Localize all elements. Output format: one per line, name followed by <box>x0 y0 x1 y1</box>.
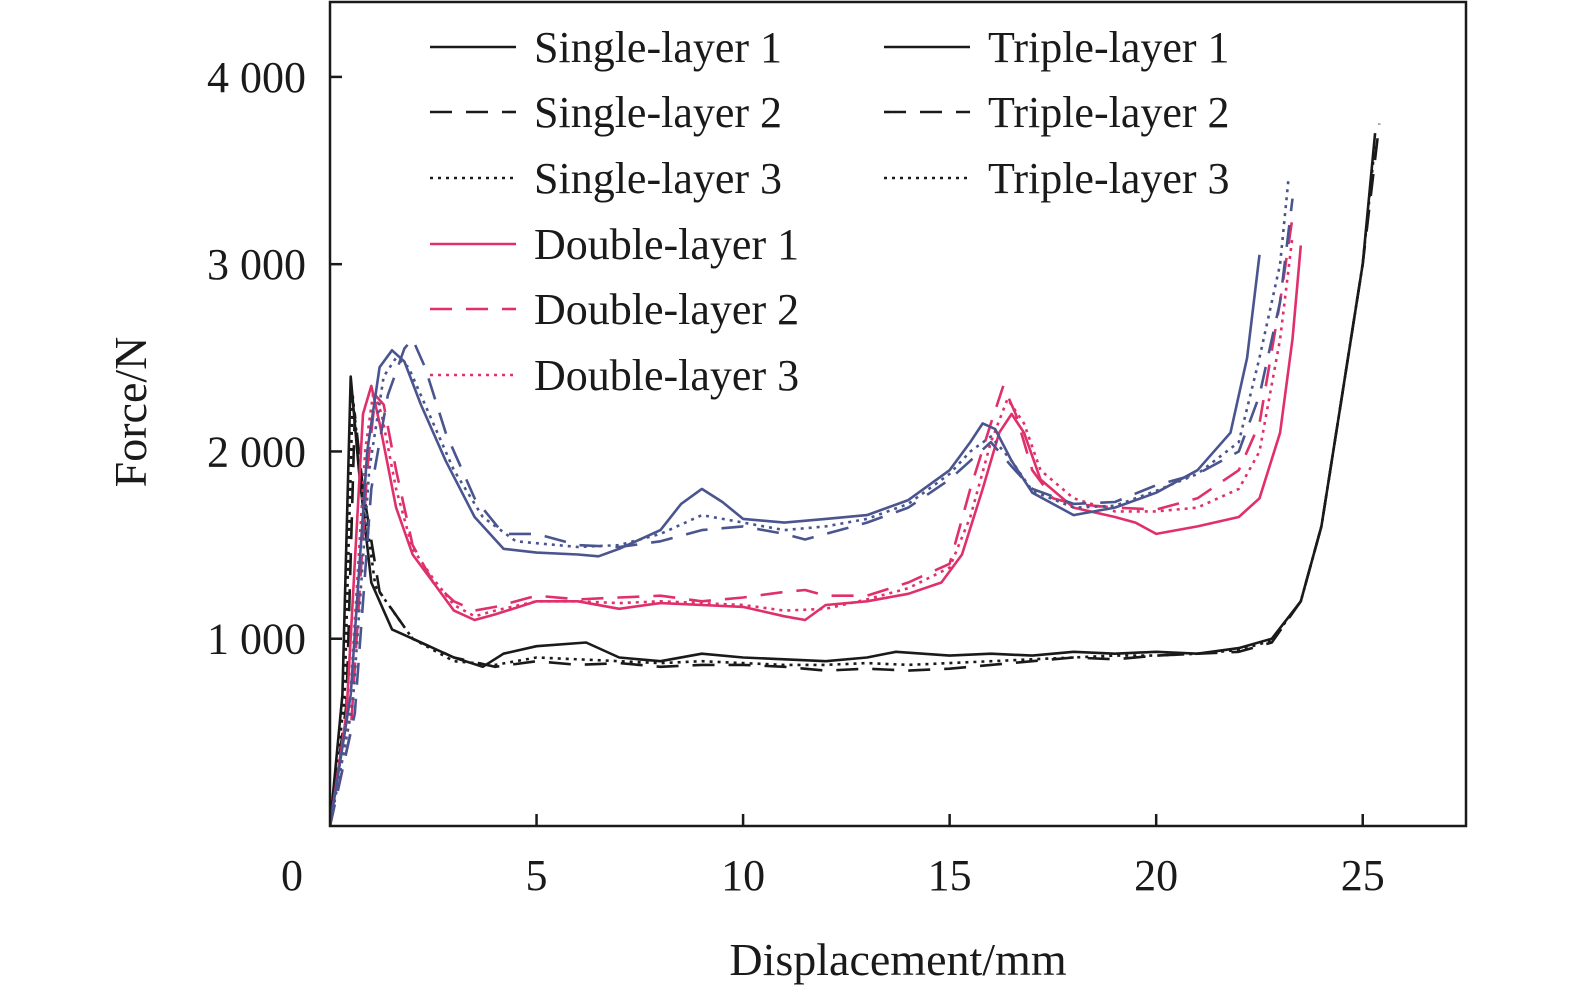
x-tick-label: 5 <box>526 851 548 900</box>
legend-label: Single-layer 3 <box>534 154 782 203</box>
legend: Single-layer 1 Single-layer 2 Single-layer… <box>430 23 1230 400</box>
series-line-double-layer-3 <box>330 235 1294 826</box>
y-tick-label: 2 000 <box>207 427 306 476</box>
legend-item-double-layer-1: Double-layer 1 <box>430 220 799 269</box>
legend-item-double-layer-2: Double-layer 2 <box>430 285 799 334</box>
y-axis-title: Force/N <box>105 337 156 488</box>
legend-item-single-layer-2: Single-layer 2 <box>430 88 782 137</box>
legend-label: Double-layer 3 <box>534 351 799 400</box>
series-line-double-layer-2 <box>330 217 1294 826</box>
plot-frame <box>328 0 1468 828</box>
y-tick-label: 1 000 <box>207 615 306 664</box>
series-line-single-layer-2 <box>330 123 1381 826</box>
x-tick-label: 10 <box>721 851 765 900</box>
legend-item-single-layer-3: Single-layer 3 <box>430 154 782 203</box>
series-line-double-layer-1 <box>330 245 1303 826</box>
legend-item-triple-layer-3: Triple-layer 3 <box>884 154 1230 203</box>
legend-label: Triple-layer 1 <box>988 23 1230 72</box>
series-line-triple-layer-1 <box>330 254 1261 826</box>
y-tick-label: 3 000 <box>207 240 306 289</box>
series-layer <box>330 123 1381 826</box>
series-line-triple-layer-2 <box>330 198 1294 826</box>
x-tick-label: 25 <box>1341 851 1385 900</box>
y-tick-label: 4 000 <box>207 53 306 102</box>
ticks-layer: 0 5 10 15 20 25 1 000 2 000 3 000 4 000 <box>207 53 1385 900</box>
legend-label: Double-layer 1 <box>534 220 799 269</box>
series-line-triple-layer-3 <box>330 179 1290 826</box>
legend-label: Double-layer 2 <box>534 285 799 334</box>
legend-item-triple-layer-1: Triple-layer 1 <box>884 23 1230 72</box>
series-line-single-layer-1 <box>330 132 1377 826</box>
x-tick-label: 15 <box>928 851 972 900</box>
x-tick-label: 0 <box>281 851 303 900</box>
legend-item-double-layer-3: Double-layer 3 <box>430 351 799 400</box>
series-line-single-layer-3 <box>330 142 1377 826</box>
legend-label: Triple-layer 3 <box>988 154 1230 203</box>
legend-item-triple-layer-2: Triple-layer 2 <box>884 88 1230 137</box>
x-tick-label: 20 <box>1134 851 1178 900</box>
legend-item-single-layer-1: Single-layer 1 <box>430 23 782 72</box>
x-axis-title: Displacement/mm <box>729 934 1066 985</box>
legend-label: Single-layer 2 <box>534 88 782 137</box>
legend-label: Single-layer 1 <box>534 23 782 72</box>
legend-label: Triple-layer 2 <box>988 88 1230 137</box>
